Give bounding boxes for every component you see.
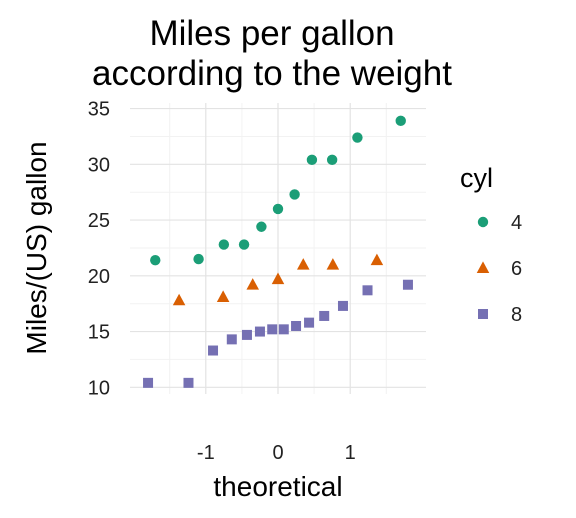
y-tick-label: 30: [88, 154, 110, 176]
data-point-cyl-6: [370, 253, 384, 266]
data-point-cyl-8: [291, 320, 302, 331]
data-point-cyl-8: [278, 324, 289, 335]
data-point-cyl-8: [143, 377, 154, 388]
x-axis-title: theoretical: [213, 471, 342, 502]
data-point-cyl-4: [238, 239, 250, 250]
y-tick-label: 20: [88, 266, 110, 288]
data-point-cyl-8: [304, 317, 315, 328]
plot-grid: [130, 103, 426, 394]
legend-key-6: [476, 261, 490, 273]
data-point-cyl-8: [254, 326, 265, 337]
data-point-cyl-8: [241, 329, 252, 340]
legend-key-8: [478, 309, 488, 319]
legend-label-6: 6: [511, 258, 522, 280]
title-line-2: according to the weight: [92, 54, 452, 93]
data-point-cyl-4: [395, 115, 406, 127]
y-tick-label: 10: [88, 377, 110, 399]
y-axis-title: Miles/(US) gallon: [21, 141, 52, 354]
data-point-cyl-4: [256, 221, 267, 232]
data-point-cyl-4: [289, 189, 300, 200]
data-point-cyl-6: [216, 290, 230, 302]
data-point-cyl-6: [246, 278, 260, 290]
y-tick-labels: 10 15 20 25 30 35: [88, 99, 110, 400]
data-point-cyl-8: [402, 279, 413, 290]
legend: cyl 4 6 8: [460, 163, 522, 326]
data-point-cyl-4: [352, 132, 363, 143]
data-point-cyl-8: [183, 377, 194, 388]
data-point-cyl-6: [296, 258, 310, 270]
x-tick-labels: -1 0 1: [197, 442, 356, 464]
legend-label-8: 8: [511, 304, 522, 326]
data-points: [143, 115, 413, 388]
title-line-1: Miles per gallon: [149, 14, 394, 53]
legend-key-4: [477, 216, 489, 228]
x-tick-label: 0: [272, 442, 283, 464]
data-point-cyl-6: [271, 272, 285, 285]
data-point-cyl-4: [326, 154, 338, 166]
data-point-cyl-4: [150, 255, 161, 266]
data-point-cyl-8: [267, 324, 278, 335]
y-tick-label: 15: [88, 322, 110, 344]
data-point-cyl-8: [337, 300, 348, 311]
data-point-cyl-4: [272, 203, 284, 215]
data-point-cyl-6: [326, 258, 340, 270]
data-point-cyl-8: [362, 285, 373, 296]
y-tick-label: 35: [88, 99, 110, 121]
data-point-cyl-4: [306, 154, 318, 166]
legend-title: cyl: [460, 163, 493, 193]
y-tick-label: 25: [88, 210, 110, 232]
x-tick-label: 1: [345, 442, 356, 464]
data-point-cyl-6: [172, 293, 186, 306]
legend-label-4: 4: [511, 212, 522, 234]
data-point-cyl-8: [226, 334, 237, 345]
data-point-cyl-8: [319, 310, 330, 321]
data-point-cyl-8: [208, 345, 219, 356]
data-point-cyl-4: [193, 253, 204, 265]
x-tick-label: -1: [197, 442, 215, 464]
data-point-cyl-4: [218, 239, 230, 250]
